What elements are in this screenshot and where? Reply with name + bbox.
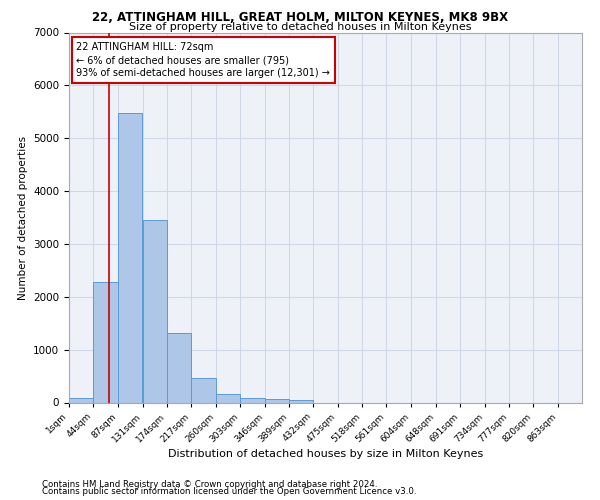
Text: Contains HM Land Registry data © Crown copyright and database right 2024.: Contains HM Land Registry data © Crown c… <box>42 480 377 489</box>
Text: 22, ATTINGHAM HILL, GREAT HOLM, MILTON KEYNES, MK8 9BX: 22, ATTINGHAM HILL, GREAT HOLM, MILTON K… <box>92 11 508 24</box>
Text: Contains public sector information licensed under the Open Government Licence v3: Contains public sector information licen… <box>42 487 416 496</box>
Text: Size of property relative to detached houses in Milton Keynes: Size of property relative to detached ho… <box>129 22 471 32</box>
Bar <box>265 400 289 402</box>
Bar <box>216 394 240 402</box>
Bar <box>191 378 216 402</box>
X-axis label: Distribution of detached houses by size in Milton Keynes: Distribution of detached houses by size … <box>168 449 483 459</box>
Text: 22 ATTINGHAM HILL: 72sqm
← 6% of detached houses are smaller (795)
93% of semi-d: 22 ATTINGHAM HILL: 72sqm ← 6% of detache… <box>76 42 330 78</box>
Bar <box>69 398 94 402</box>
Bar <box>240 398 265 402</box>
Bar <box>167 332 191 402</box>
Bar <box>289 400 313 402</box>
Bar <box>118 113 142 403</box>
Bar <box>143 220 167 402</box>
Bar <box>94 282 118 403</box>
Y-axis label: Number of detached properties: Number of detached properties <box>17 136 28 300</box>
